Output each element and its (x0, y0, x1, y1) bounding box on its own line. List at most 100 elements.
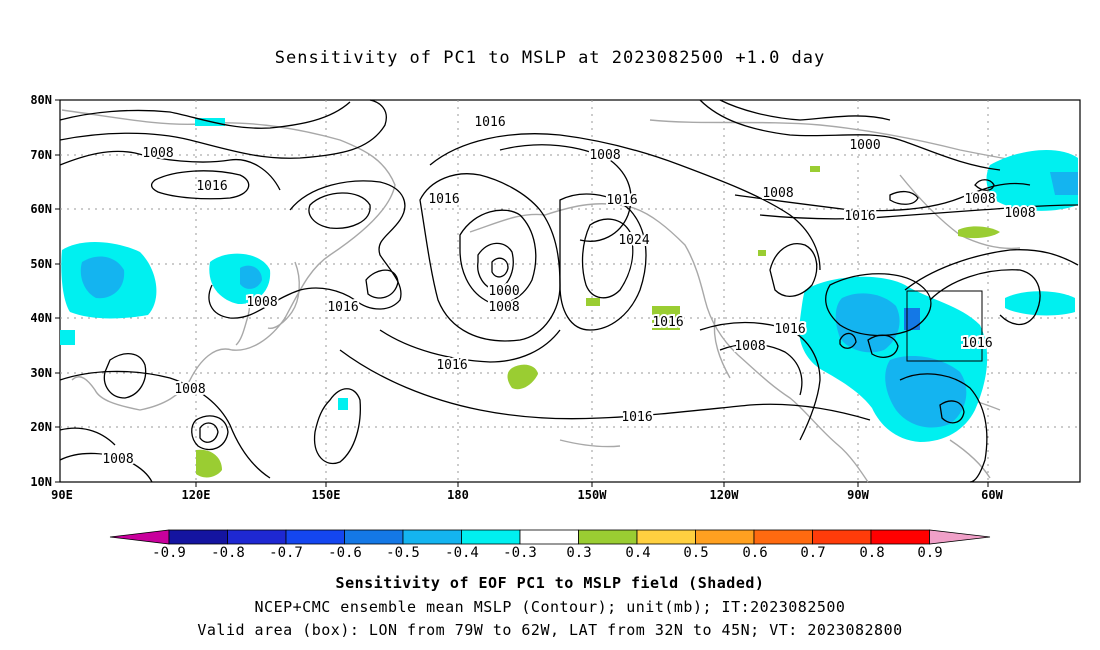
contour-label: 1008 (246, 295, 277, 310)
shade-region (986, 149, 1078, 211)
colorbar-label: -0.4 (445, 545, 479, 561)
contour-label: 1016 (621, 410, 652, 425)
lat-label: 20N (30, 420, 52, 434)
colorbar-swatch (227, 529, 287, 545)
lat-label: 10N (30, 475, 52, 489)
colorbar-swatch (812, 529, 872, 545)
shade-region (209, 253, 271, 305)
latitude-labels: 80N 70N 60N 50N 40N 30N 20N 10N (30, 93, 52, 489)
lat-label: 50N (30, 257, 52, 271)
caption-line-3: Valid area (box): LON from 79W to 62W, L… (197, 621, 903, 639)
colorbar-swatch (168, 529, 228, 545)
colorbar-label: 0.6 (742, 545, 767, 561)
colorbar (109, 529, 991, 545)
colorbar-swatch (695, 529, 755, 545)
shade-region (60, 330, 75, 345)
contour-label: 1016 (436, 358, 467, 373)
shade-region (80, 256, 125, 299)
colorbar-label: -0.9 (152, 545, 186, 561)
shade-region (338, 398, 348, 410)
colorbar-end-left (109, 529, 170, 545)
shade-region (1050, 172, 1078, 195)
shade-region (586, 298, 600, 306)
shaded-sensitivity (60, 118, 1078, 478)
lon-label: 180 (447, 488, 469, 502)
chart-title: Sensitivity of PC1 to MSLP at 2023082500… (274, 48, 826, 68)
contour-label: 1000 (488, 284, 519, 299)
valid-area-box (906, 290, 983, 362)
contour-label: 1000 (849, 138, 880, 153)
lat-label: 40N (30, 311, 52, 325)
contour-label: 1016 (606, 193, 637, 208)
contour-label: 1008 (142, 146, 173, 161)
contour-label: 1016 (428, 192, 459, 207)
colorbar-swatch (285, 529, 345, 545)
colorbar-label: -0.6 (328, 545, 362, 561)
colorbar-label: 0.7 (800, 545, 825, 561)
lon-label: 150E (312, 488, 341, 502)
colorbar-label: -0.3 (503, 545, 537, 561)
colorbar-label: -0.5 (386, 545, 420, 561)
shade-region (240, 265, 262, 289)
contour-label: 1008 (488, 300, 519, 315)
colorbar-label: 0.4 (625, 545, 650, 561)
contour-label: 1008 (762, 186, 793, 201)
shade-region (652, 306, 680, 330)
caption-line-2: NCEP+CMC ensemble mean MSLP (Contour); u… (254, 598, 846, 616)
shade-region (958, 226, 1000, 239)
contour-label: 1016 (961, 336, 992, 351)
contour-label: 1008 (734, 339, 765, 354)
contour-label: 1016 (474, 115, 505, 130)
contour-label: 1008 (174, 382, 205, 397)
colorbar-label: -0.7 (269, 545, 303, 561)
contour-label: 1008 (102, 452, 133, 467)
colorbar-swatch (870, 529, 930, 545)
lon-label: 120W (710, 488, 740, 502)
shade-region (758, 250, 766, 256)
colorbar-label: -0.8 (211, 545, 245, 561)
lon-label: 90E (51, 488, 73, 502)
colorbar-label: 0.5 (683, 545, 708, 561)
colorbar-swatch (578, 529, 638, 545)
contour-labels: 1016 1008 1016 1008 1016 1016 1016 1000 … (100, 113, 1037, 469)
shade-region (1005, 291, 1075, 316)
contour-label: 1016 (774, 322, 805, 337)
mslp-contours (59, 99, 1079, 483)
lat-label: 30N (30, 366, 52, 380)
colorbar-label: 0.3 (566, 545, 591, 561)
colorbar-swatch (636, 529, 696, 545)
colorbar-label: 0.8 (859, 545, 884, 561)
contour-label: 1016 (196, 179, 227, 194)
lon-label: 60W (981, 488, 1003, 502)
shade-region (835, 293, 900, 353)
contour-label: 1008 (1004, 206, 1035, 221)
colorbar-swatch (753, 529, 813, 545)
shade-region (196, 449, 222, 478)
contour-label: 1008 (589, 148, 620, 163)
colorbar-swatch (344, 529, 404, 545)
lon-label: 150W (578, 488, 608, 502)
contour-label: 1016 (652, 315, 683, 330)
lon-label: 90W (847, 488, 869, 502)
longitude-labels: 90E 120E 150E 180 150W 120W 90W 60W (51, 488, 1003, 502)
lon-ticks (195, 482, 989, 487)
shade-region (507, 364, 538, 390)
contour-label: 1008 (964, 192, 995, 207)
caption-line-1: Sensitivity of EOF PC1 to MSLP field (Sh… (335, 574, 765, 592)
contour-label: 1024 (618, 233, 649, 248)
colorbar-swatch (519, 529, 579, 545)
shade-region (885, 356, 967, 428)
colorbar-label: 0.9 (917, 545, 942, 561)
lat-ticks (55, 99, 60, 483)
colorbar-end-right (929, 529, 991, 545)
shade-region (904, 308, 920, 330)
contour-label: 1016 (844, 209, 875, 224)
lat-label: 60N (30, 202, 52, 216)
colorbar-swatch (402, 529, 462, 545)
shade-region (810, 166, 820, 172)
contour-label: 1016 (327, 300, 358, 315)
lat-label: 80N (30, 93, 52, 107)
lon-label: 120E (182, 488, 211, 502)
lat-label: 70N (30, 148, 52, 162)
